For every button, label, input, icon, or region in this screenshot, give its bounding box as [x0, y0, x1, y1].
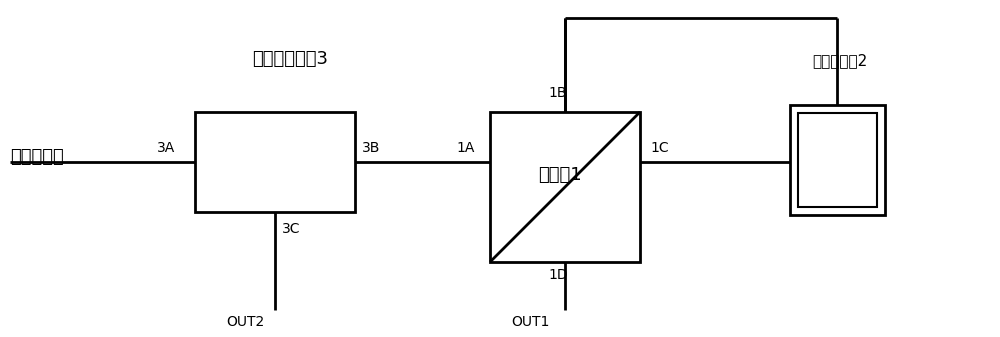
- Text: 3C: 3C: [282, 222, 300, 236]
- Bar: [790, 105, 885, 215]
- Text: 3A: 3A: [157, 141, 175, 155]
- Text: OUT1: OUT1: [511, 315, 549, 329]
- Text: 1D: 1D: [548, 268, 568, 282]
- Text: 1C: 1C: [650, 141, 669, 155]
- Text: 相位调制器2: 相位调制器2: [812, 53, 868, 68]
- Text: 光学传输单元3: 光学传输单元3: [252, 50, 328, 68]
- Bar: [195, 112, 355, 212]
- Bar: [798, 113, 877, 207]
- Text: 3B: 3B: [362, 141, 380, 155]
- Text: 待调制的光: 待调制的光: [10, 148, 64, 166]
- Text: 1A: 1A: [457, 141, 475, 155]
- Text: OUT2: OUT2: [226, 315, 264, 329]
- Bar: [490, 112, 640, 262]
- Text: 分束器1: 分束器1: [538, 166, 582, 184]
- Text: 1B: 1B: [548, 86, 566, 100]
